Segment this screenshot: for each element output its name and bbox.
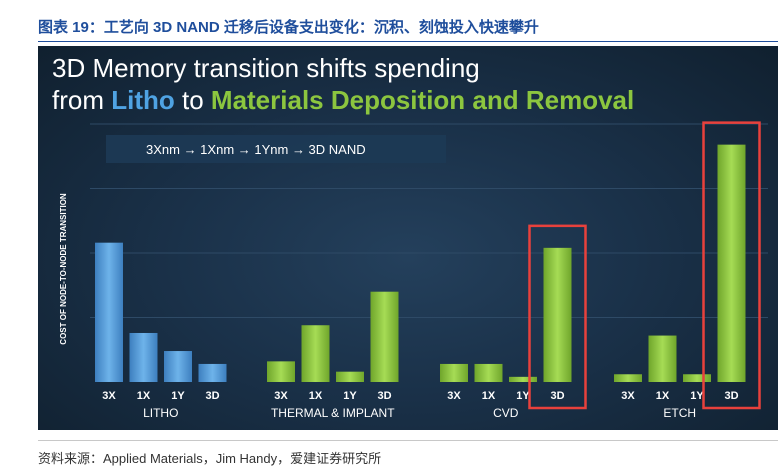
- headline-litho: Litho: [111, 85, 175, 115]
- gridlines: [90, 123, 768, 318]
- tick-label: 1X: [137, 390, 151, 402]
- bar-litho-1y: [164, 351, 192, 382]
- bar-etch-3x: [614, 374, 642, 382]
- highlight-boxes: [528, 121, 761, 410]
- group-label: ETCH: [663, 406, 696, 420]
- tick-label: 3D: [377, 390, 391, 402]
- bar-thermal-implant-3d: [370, 291, 399, 382]
- tick-label: 3D: [550, 390, 564, 402]
- tick-label: 1Y: [516, 390, 530, 402]
- headline-materials: Materials Deposition and Removal: [210, 85, 635, 115]
- group-label: THERMAL & IMPLANT: [271, 406, 395, 420]
- tick-label: 1X: [309, 390, 323, 402]
- annotation-box: [106, 135, 446, 163]
- bottom-divider: [38, 440, 778, 441]
- tick-label: 1X: [482, 390, 496, 402]
- headline-line-2: from Litho to Materials Deposition and R…: [52, 85, 634, 116]
- bar-etch-1x: [648, 335, 677, 382]
- bar-cvd-1y: [509, 376, 537, 382]
- tick-label: 3D: [205, 390, 219, 402]
- headline-mid: to: [174, 85, 211, 115]
- bar-cvd-3x: [440, 363, 468, 382]
- tick-label: 3X: [274, 390, 288, 402]
- tick-label: 3X: [102, 390, 116, 402]
- group-label: LITHO: [143, 406, 178, 420]
- annotation-text: 3Xnm → 1Xnm → 1Ynm → 3D NAND: [146, 142, 366, 157]
- bar-litho-3x: [95, 242, 123, 382]
- bar-cvd-1x: [474, 363, 503, 382]
- tick-label: 3D: [724, 390, 738, 402]
- bar-etch-1y: [683, 374, 711, 382]
- headline-line-1: 3D Memory transition shifts spending: [52, 53, 480, 83]
- labels: 3Xnm → 1Xnm → 1Ynm → 3D NAND COST OF NODE…: [59, 135, 739, 420]
- bar-litho-1x: [129, 332, 158, 382]
- highlight-box-etch: [702, 121, 761, 410]
- bar-litho-3d: [198, 363, 227, 382]
- bar-chart: 3Xnm → 1Xnm → 1Ynm → 3D NAND COST OF NODE…: [59, 121, 768, 420]
- headline-prefix: from: [52, 85, 112, 115]
- tick-label: 3X: [447, 390, 461, 402]
- bar-thermal-implant-1y: [336, 371, 364, 382]
- bar-thermal-implant-3x: [267, 361, 295, 382]
- bar-cvd-3d: [543, 247, 572, 382]
- tick-label: 1Y: [171, 390, 185, 402]
- y-axis-label: COST OF NODE-TO-NODE TRANSITION: [59, 193, 68, 345]
- tick-label: 1Y: [343, 390, 357, 402]
- highlight-box-cvd: [528, 224, 587, 410]
- tick-label: 3X: [621, 390, 635, 402]
- report-title: 图表 19：工艺向 3D NAND 迁移后设备支出变化：沉积、刻蚀投入快速攀升: [38, 19, 539, 36]
- bar-thermal-implant-1x: [301, 325, 330, 382]
- title-divider: [38, 41, 778, 42]
- group-label: CVD: [493, 406, 519, 420]
- bar-etch-3d: [717, 144, 746, 382]
- source-note: 资料来源：Applied Materials，Jim Handy，爱建证券研究所: [38, 451, 382, 466]
- tick-label: 1X: [656, 390, 670, 402]
- tick-label: 1Y: [690, 390, 704, 402]
- bars: [95, 144, 746, 382]
